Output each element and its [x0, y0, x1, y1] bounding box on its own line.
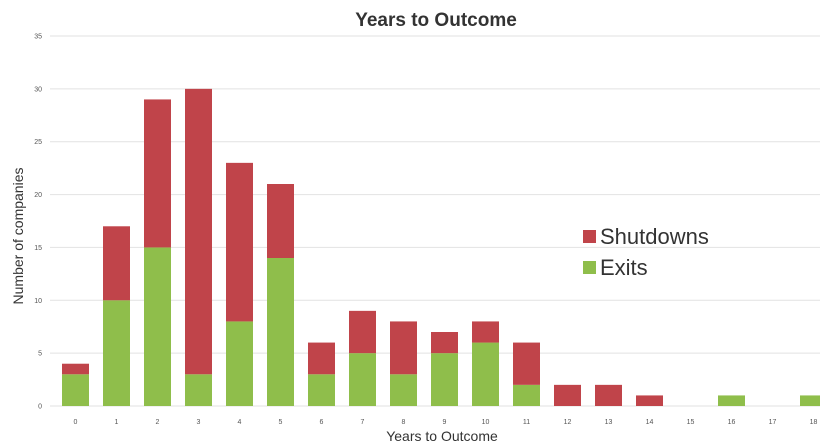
bar-exits-2: [144, 247, 171, 406]
x-tick-label: 18: [810, 419, 818, 426]
x-tick-label: 2: [156, 419, 160, 426]
legend-label-exits: Exits: [600, 255, 648, 280]
bar-shutdowns-9: [431, 332, 458, 354]
x-tick-label: 16: [728, 419, 736, 426]
y-tick-label: 15: [34, 245, 42, 252]
x-tick-label: 15: [687, 419, 695, 426]
bar-exits-6: [308, 374, 335, 406]
bars: [62, 88, 820, 406]
bar-shutdowns-6: [308, 342, 335, 375]
x-tick-label: 14: [646, 419, 654, 426]
x-axis-label: Years to Outcome: [386, 428, 498, 444]
y-axis-ticks: 0 5 10 15 20 25 30 35: [34, 34, 42, 411]
bar-exits-7: [349, 353, 376, 406]
bar-shutdowns-8: [390, 321, 417, 375]
bar-shutdowns-4: [226, 162, 253, 322]
bar-shutdowns-11: [513, 342, 540, 385]
chart-title: Years to Outcome: [355, 10, 517, 31]
bar-exits-18: [800, 395, 820, 406]
bar-shutdowns-0: [62, 363, 89, 375]
x-tick-label: 4: [238, 419, 242, 426]
bar-shutdowns-5: [267, 184, 294, 258]
x-tick-label: 10: [482, 419, 490, 426]
y-tick-label: 0: [38, 404, 42, 411]
legend-swatch-exits: [583, 261, 596, 274]
bar-shutdowns-1: [103, 226, 130, 301]
bar-exits-4: [226, 321, 253, 406]
y-tick-label: 30: [34, 86, 42, 93]
bar-exits-9: [431, 353, 458, 406]
x-tick-label: 1: [115, 419, 119, 426]
x-axis-ticks: 0 1 2 3 4 5 6 7 8 9 10 11 12 13 14 15 16 17 18: [74, 419, 818, 426]
x-tick-label: 9: [443, 419, 447, 426]
bar-shutdowns-7: [349, 310, 376, 354]
x-tick-label: 11: [523, 419, 530, 426]
y-tick-label: 5: [38, 351, 42, 358]
bar-exits-11: [513, 384, 540, 406]
bar-shutdowns-10: [472, 321, 499, 343]
bar-exits-16: [718, 395, 745, 406]
x-tick-label: 17: [769, 419, 777, 426]
x-tick-label: 7: [361, 419, 365, 426]
bar-shutdowns-2: [144, 99, 171, 248]
x-tick-label: 8: [402, 419, 406, 426]
bar-exits-5: [267, 258, 294, 406]
x-tick-label: 5: [279, 419, 283, 426]
legend-swatch-shutdowns: [583, 230, 596, 243]
y-tick-label: 20: [34, 192, 42, 199]
y-tick-label: 10: [34, 298, 42, 305]
bar-exits-8: [390, 374, 417, 406]
grid: [50, 35, 820, 407]
x-tick-label: 12: [564, 419, 572, 426]
bar-shutdowns-3: [185, 88, 212, 375]
bar-shutdowns-13: [595, 384, 622, 406]
x-tick-label: 3: [197, 419, 201, 426]
bar-exits-3: [185, 374, 212, 406]
bar-exits-10: [472, 342, 499, 406]
bar-shutdowns-12: [554, 384, 581, 406]
bar-exits-1: [103, 300, 130, 406]
y-tick-label: 35: [34, 34, 42, 41]
bar-exits-0: [62, 374, 89, 406]
x-tick-label: 6: [320, 419, 324, 426]
x-tick-label: 13: [605, 419, 613, 426]
y-tick-label: 25: [34, 139, 42, 146]
y-axis-label: Number of companies: [10, 168, 26, 305]
legend: Shutdowns Exits: [583, 224, 709, 280]
x-tick-label: 0: [74, 419, 78, 426]
bar-shutdowns-14: [636, 395, 663, 406]
legend-label-shutdowns: Shutdowns: [600, 224, 709, 249]
